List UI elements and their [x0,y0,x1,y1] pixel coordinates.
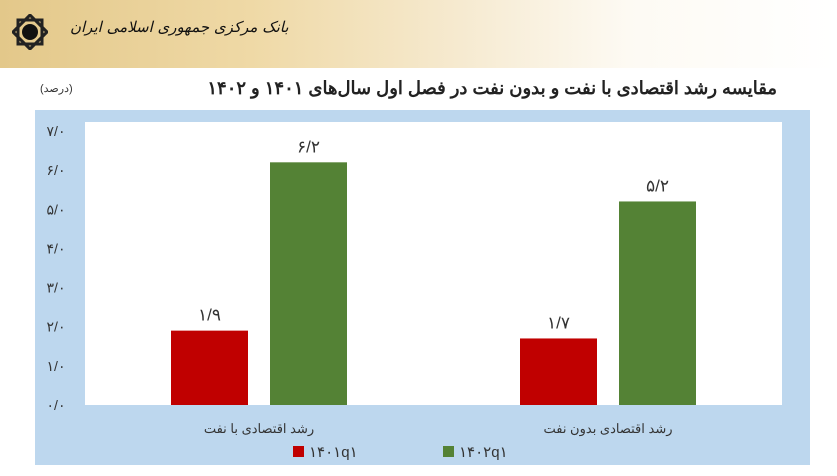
bar-1402 [619,201,696,405]
y-tick-label: ۷/۰ [47,123,66,139]
data-label: ۶/۲ [297,137,320,156]
chart-panel [35,110,810,465]
bank-name: بانک مرکزی جمهوری اسلامی ایران [70,18,289,36]
y-tick-label: ۰/۰ [47,397,66,413]
y-tick-label: ۱/۰ [47,358,66,374]
category-label: رشد اقتصادی با نفت [204,421,314,437]
y-tick-label: ۳/۰ [47,280,66,296]
central-bank-logo-icon [12,14,48,50]
unit-label: (درصد) [40,82,73,95]
bar-1401 [520,338,597,405]
plot-area [85,122,782,405]
chart-title: مقایسه رشد اقتصادی با نفت و بدون نفت در … [207,77,777,98]
data-label: ۵/۲ [646,176,669,195]
y-tick-label: ۴/۰ [47,240,66,256]
data-label: ۱/۷ [547,313,570,332]
y-tick-label: ۵/۰ [47,201,66,217]
bar-1402 [270,162,347,405]
legend-label: ۱۴۰۲q۱ [459,444,508,461]
data-label: ۱/۹ [198,306,221,325]
title-row: (درصد) مقایسه رشد اقتصادی با نفت و بدون … [40,74,777,102]
bar-1401 [171,330,248,405]
header-banner: بانک مرکزی جمهوری اسلامی ایران [0,0,837,68]
legend-swatch [443,446,454,457]
y-tick-label: ۶/۰ [47,162,66,178]
category-label: رشد اقتصادی بدون نفت [543,421,672,437]
y-tick-label: ۲/۰ [47,319,66,335]
legend-swatch [293,446,304,457]
legend-label: ۱۴۰۱q۱ [309,444,358,461]
